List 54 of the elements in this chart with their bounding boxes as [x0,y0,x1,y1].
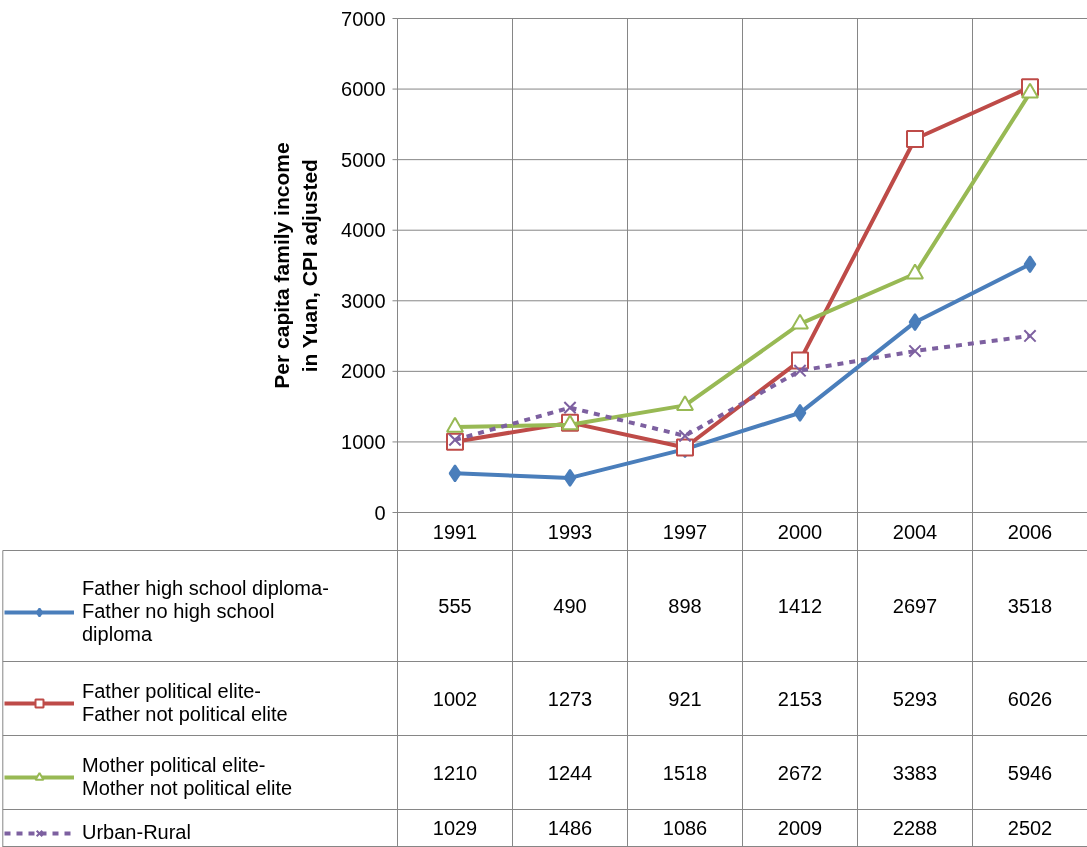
x-tick-label: 1993 [547,520,593,543]
point [448,464,462,483]
point [908,313,922,332]
data-label: 2288 [892,817,938,839]
legend-label: Mother political elite-Mother not political elite [82,754,293,800]
legend-label: Father political elite-Father not political elite [82,680,288,726]
data-label: 3383 [892,761,938,784]
legend-label: Urban-Rural [82,821,191,844]
y-tick-label: 2000 [341,360,386,383]
point [908,344,922,358]
point [678,429,692,443]
data-label: 5293 [892,687,938,710]
data-label: 1086 [662,817,708,839]
data-label: 1210 [432,761,478,784]
y-tick-label: 0 [374,501,386,524]
data-label: 1273 [547,687,593,710]
x-tick-label: 1991 [432,520,478,543]
y-tick-label: 7000 [341,7,386,30]
data-label: 555 [438,595,472,617]
data-label: 921 [668,687,702,710]
y-tick-label: 5000 [341,148,386,171]
x-tick-label: 2000 [777,520,823,543]
x-tick-label: 1997 [662,520,708,543]
data-label: 2697 [892,595,938,617]
y-tick-label: 1000 [341,430,386,453]
data-label: 1029 [432,817,478,839]
data-label: 2502 [1007,817,1053,839]
point [793,403,807,422]
y-tick-label: 4000 [341,219,386,242]
y-axis-title: Per capita family income in Yuan, CPI adjusted [270,142,321,389]
point [563,400,577,415]
data-label: 3518 [1007,595,1053,617]
data-label: 1412 [777,595,823,617]
data-label: 1518 [662,761,708,784]
legend-label: Father high school diploma-Father no high school diploma [82,577,329,646]
point [906,129,924,148]
data-label: 898 [668,595,702,617]
x-tick-label: 2004 [892,520,938,543]
data-label: 490 [553,595,587,617]
data-label: 1486 [547,817,593,839]
y-tick-label: 6000 [341,78,386,101]
y-tick-label: 3000 [341,289,386,312]
data-label: 2153 [777,687,823,710]
x-tick-label: 2006 [1007,520,1053,543]
data-label: 6026 [1007,687,1053,710]
data-label: 2672 [777,761,823,784]
data-label: 1244 [547,761,593,784]
point [563,468,577,487]
point [793,364,807,378]
data-label: 2009 [777,817,823,839]
point [1023,255,1037,274]
data-label: 1002 [432,687,478,710]
point [1023,329,1037,343]
data-label: 5946 [1007,761,1053,784]
